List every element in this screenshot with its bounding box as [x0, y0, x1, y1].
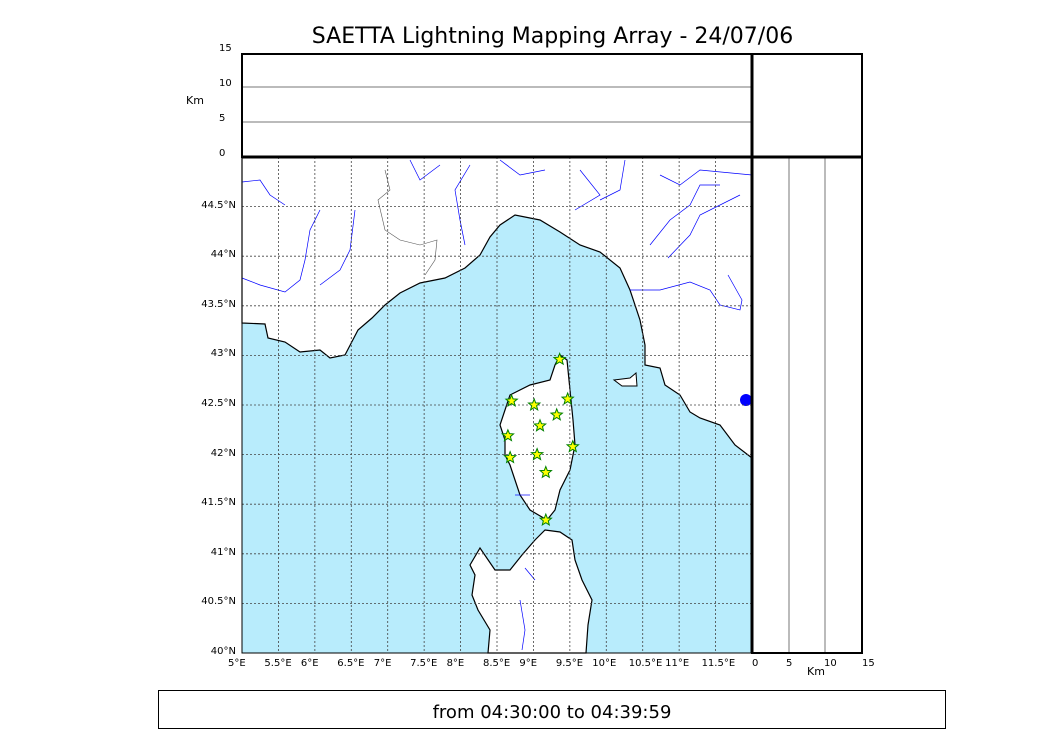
corsica — [499, 354, 576, 521]
elba-island — [612, 371, 638, 387]
x-tick-label: 8.5°E — [483, 658, 511, 669]
x-tick-label: 9.5°E — [555, 658, 584, 669]
altitude-panel — [241, 53, 753, 158]
side-tick-15: 15 — [862, 658, 875, 669]
side-tick-5: 5 — [786, 658, 793, 669]
lightning-sources — [500, 352, 580, 526]
lightning-source-star — [503, 450, 518, 464]
x-tick-label: 7°E — [373, 658, 392, 669]
y-tick-label: 42°N — [210, 447, 236, 459]
x-tick-label: 6.5°E — [337, 658, 365, 669]
altitude-axis-label: Km — [186, 94, 204, 107]
side-tick-10: 10 — [824, 658, 837, 669]
x-tick-label: 11°E — [665, 658, 690, 669]
y-tick-label: 44.5°N — [201, 199, 236, 211]
lightning-source-star — [533, 418, 547, 432]
y-tick-label: 41.5°N — [201, 497, 236, 509]
corner-panel — [751, 53, 863, 158]
x-tick-label: 7.5°E — [410, 658, 438, 669]
chart-title: SAETTA Lightning Mapping Array - 24/07/0… — [311, 24, 794, 49]
altitude-tick-5: 5 — [219, 113, 226, 124]
lightning-source-star — [552, 352, 567, 366]
x-tick-label: 6°E — [300, 658, 319, 669]
y-tick-label: 44°N — [210, 249, 236, 261]
altitude-tick-15: 15 — [219, 43, 232, 54]
sardinia — [469, 529, 593, 654]
x-tick-label: 5°E — [228, 658, 246, 669]
x-tick-label: 10.5°E — [628, 658, 663, 669]
side-axis-label: Km — [807, 665, 825, 678]
x-tick-label: 8°E — [446, 658, 465, 669]
side-panel — [751, 156, 863, 654]
altitude-tick-10: 10 — [219, 78, 232, 89]
lightning-source-star — [527, 397, 542, 412]
time-range-label: from 04:30:00 to 04:39:59 — [158, 690, 946, 729]
y-tick-label: 40°N — [210, 646, 236, 657]
x-tick-label: 5.5°E — [264, 658, 292, 669]
x-tick-label: 11.5°E — [701, 658, 736, 669]
altitude-tick-0: 0 — [219, 148, 226, 159]
lake-marker — [740, 394, 752, 406]
x-tick-label: 9°E — [519, 658, 538, 669]
side-tick-0: 0 — [752, 658, 759, 669]
map-panel — [241, 156, 753, 654]
lightning-source-star — [538, 465, 553, 479]
mainland-coast — [241, 156, 753, 460]
y-tick-label: 41°N — [210, 546, 236, 558]
lightning-source-star — [549, 407, 564, 421]
rivers — [241, 159, 753, 651]
x-tick-label: 10°E — [592, 658, 617, 669]
lightning-source-star — [538, 512, 553, 526]
y-tick-label: 40.5°N — [201, 596, 236, 608]
border — [377, 169, 438, 276]
lightning-source-star — [565, 439, 580, 453]
y-tick-label: 42.5°N — [201, 398, 236, 409]
y-tick-label: 43.5°N — [201, 298, 236, 310]
lightning-source-star — [504, 393, 519, 408]
lightning-source-star — [500, 428, 515, 442]
lightning-source-star — [560, 391, 575, 406]
y-tick-label: 43°N — [210, 348, 236, 360]
map-grid — [242, 157, 752, 653]
lightning-source-star — [530, 447, 545, 461]
